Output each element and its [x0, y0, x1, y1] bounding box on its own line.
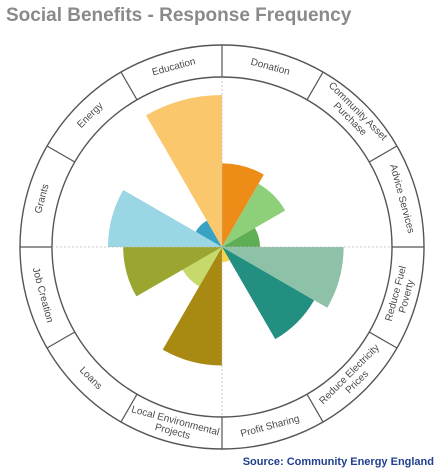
sector-reduce-fuel-poverty: [222, 247, 344, 308]
ring-label-advice-services: Advice Services: [387, 163, 416, 235]
sector-job-creation: [123, 247, 222, 297]
sector-advice-services: [222, 228, 260, 247]
chart-title: Social Benefits - Response Frequency: [6, 5, 352, 26]
sector-grants: [108, 190, 222, 247]
label-ring-group: [19, 44, 425, 450]
sector-community-asset-purchase: [222, 183, 286, 247]
ring-divider: [120, 71, 138, 101]
ring-divider: [120, 393, 138, 423]
ring-divider: [306, 71, 324, 101]
source-note: Source: Community Energy England: [242, 456, 434, 468]
ring-divider: [46, 145, 76, 163]
sector-donation: [222, 163, 264, 247]
sector-reduce-electricity-prices: [222, 247, 315, 340]
ring-label-energy: Energy: [75, 100, 105, 130]
sector-local-environmental-projects: [162, 247, 222, 366]
ring-divider: [46, 331, 76, 349]
sector-energy: [195, 220, 222, 247]
ring-label-education: Education: [151, 56, 197, 78]
ring-label-reduce-electricity-prices: Reduce Electricity: [317, 342, 381, 406]
sectors-group: [108, 95, 344, 366]
ring-divider: [306, 393, 324, 423]
sector-loans: [182, 247, 222, 287]
ring-label-donation: Donation: [249, 57, 291, 78]
ring-label-profit-sharing: Profit Sharing: [239, 414, 300, 440]
sector-profit-sharing: [222, 247, 230, 263]
ring-divider: [368, 331, 398, 349]
ring-label-grants: Grants: [33, 183, 51, 215]
sector-education: [146, 95, 222, 247]
ring-label-loans: Loans: [77, 365, 104, 392]
ring-label-job-creation: Job Creation: [30, 266, 55, 324]
ring-divider: [368, 145, 398, 163]
